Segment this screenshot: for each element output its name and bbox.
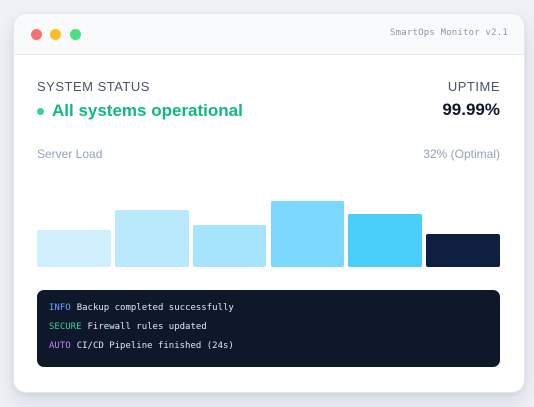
load-bar — [37, 230, 111, 267]
minimize-window-button[interactable] — [50, 29, 61, 40]
log-entry: INFO Backup completed successfully — [49, 303, 500, 322]
server-load-label: Server Load — [37, 147, 103, 161]
log-entry-tag: AUTO — [49, 341, 71, 351]
log-entry-tag: INFO — [49, 303, 71, 313]
log-entry: AUTO CI/CD Pipeline finished (24s) — [49, 341, 500, 360]
system-status-text: All systems operational — [52, 101, 243, 120]
maximize-window-button[interactable] — [70, 29, 81, 40]
load-bar — [114, 210, 189, 267]
log-entry-message: Firewall rules updated — [87, 322, 207, 332]
log-entry-message: Backup completed successfully — [76, 303, 234, 313]
system-status-indicator: All systems operational — [37, 101, 243, 121]
log-entry-tag: SECURE — [49, 322, 82, 332]
monitor-window: SmartOps Monitor v2.1 SYSTEM STATUS UPTI… — [13, 13, 525, 393]
close-window-button[interactable] — [31, 29, 42, 40]
app-title: SmartOps Monitor v2.1 — [390, 28, 508, 38]
uptime-label: UPTIME — [447, 79, 500, 94]
load-bar — [192, 225, 267, 267]
server-load-chart — [37, 194, 500, 267]
status-dot-icon — [37, 107, 44, 115]
load-bar — [426, 234, 500, 267]
load-bar — [270, 201, 345, 267]
server-load-value: 32% (Optimal) — [423, 147, 500, 161]
log-entry-message: CI/CD Pipeline finished (24s) — [76, 341, 234, 351]
activity-log: INFO Backup completed successfully SECURE F… — [37, 290, 500, 367]
log-entry: SECURE Firewall rules updated — [49, 322, 500, 341]
uptime-value: 99.99% — [442, 100, 500, 119]
system-status-label: SYSTEM STATUS — [37, 79, 150, 94]
load-bar — [348, 214, 423, 267]
window-titlebar: SmartOps Monitor v2.1 — [14, 14, 524, 55]
